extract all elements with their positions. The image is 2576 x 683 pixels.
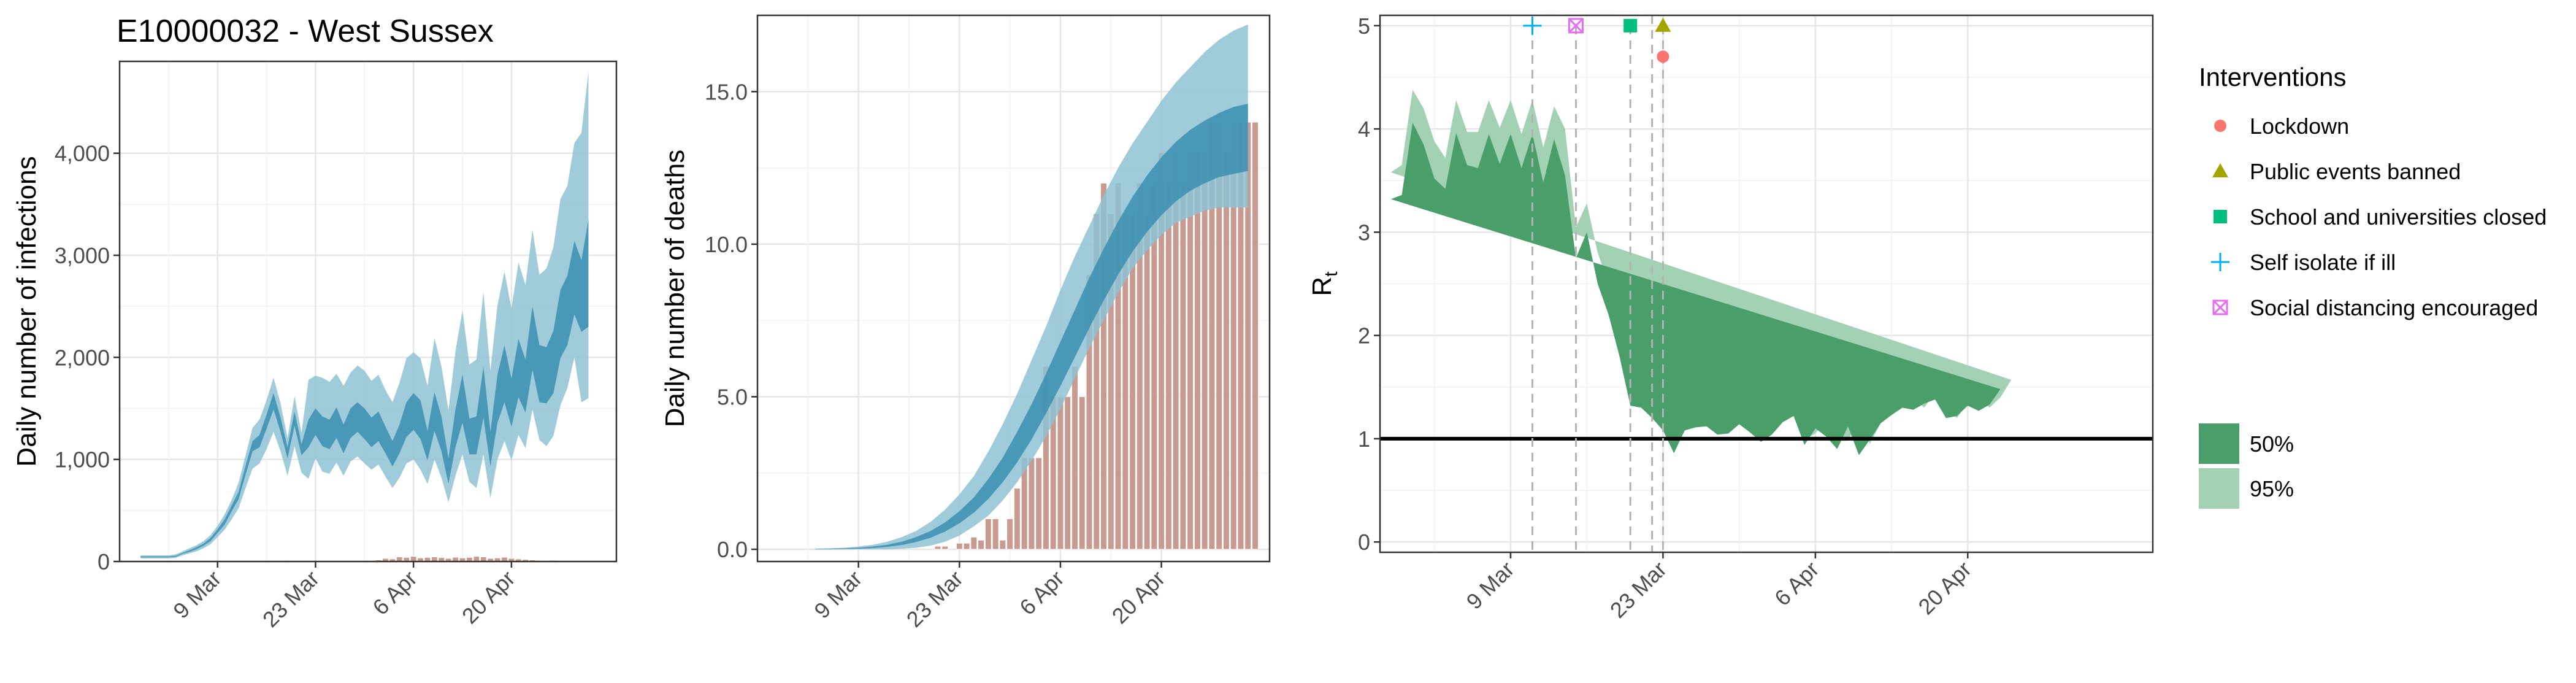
x-tick-label: 6 Apr <box>1014 566 1068 620</box>
y-tick-label: 0.0 <box>717 537 748 562</box>
x-tick-label: 20 Apr <box>1913 557 1976 620</box>
legend-label: Social distancing encouraged <box>2250 295 2538 320</box>
x-tick-label: 6 Apr <box>367 566 421 620</box>
x-tick-label: 23 Mar <box>258 566 324 632</box>
intervention-marker <box>1623 18 1638 33</box>
y-tick-label: 2,000 <box>55 345 110 370</box>
bar <box>999 539 1006 550</box>
legend-band-swatch <box>2199 423 2239 464</box>
x-tick-label: 9 Mar <box>168 566 226 623</box>
legend-title: Interventions <box>2199 63 2346 91</box>
legend-marker <box>2214 120 2226 132</box>
x-tick-label: 23 Mar <box>1605 557 1671 623</box>
bar <box>1078 396 1086 550</box>
bar <box>1028 457 1035 550</box>
y-tick-label: 0 <box>98 549 110 574</box>
legend-band-swatch <box>2199 468 2239 509</box>
x-tick-label: 9 Mar <box>809 566 867 623</box>
legend-marker <box>2212 299 2228 315</box>
intervention-marker <box>1655 17 1671 32</box>
bar <box>1100 182 1108 550</box>
bar <box>1064 396 1071 550</box>
deaths-panel: 0.0 5.0 10.0 15.0 9 Mar 23 Mar 6 Apr 20 Apr Dail… <box>660 14 1271 632</box>
x-tick-label: 9 Mar <box>1462 557 1519 614</box>
bar <box>941 546 949 550</box>
y-tick-label: 5 <box>1358 14 1370 39</box>
intervention-marker <box>1523 16 1542 35</box>
y-tick-label: 10.0 <box>705 232 748 257</box>
x-tick-label: 20 Apr <box>1107 566 1170 629</box>
bar <box>1201 152 1208 550</box>
legend-band-label: 50% <box>2250 431 2294 457</box>
legend-marker <box>2212 163 2228 177</box>
y-axis-label: Rt <box>1307 271 1341 296</box>
bar <box>984 518 992 550</box>
bar <box>1006 518 1014 550</box>
bar <box>1013 488 1021 550</box>
y-axis-label: Daily number of deaths <box>660 150 690 427</box>
x-tick-label: 23 Mar <box>902 566 968 632</box>
y-axis-label-subscript: t <box>1321 271 1341 277</box>
y-tick-label: 1,000 <box>55 447 110 473</box>
x-tick-label: 6 Apr <box>1769 557 1823 611</box>
bar <box>1035 457 1043 550</box>
bar <box>992 518 999 550</box>
legend-label: Self isolate if ill <box>2250 250 2396 275</box>
rt-panel: 0 1 2 3 4 5 9 Mar 23 Mar 6 Apr 20 Apr Rt <box>1307 14 2154 623</box>
y-tick-label: 4,000 <box>55 141 110 166</box>
intervention-marker <box>1657 50 1669 63</box>
legend-label: Lockdown <box>2250 114 2349 139</box>
panel-border <box>1379 14 2154 554</box>
y-tick-label: 3 <box>1358 220 1370 245</box>
bar <box>956 542 963 550</box>
infections-panel: 0 1,000 2,000 3,000 4,000 9 Mar 23 Mar 6 Apr 20 … <box>12 60 618 632</box>
figure-title: E10000032 - West Sussex <box>117 14 494 49</box>
ci50-band <box>815 104 1248 550</box>
bar <box>970 536 978 550</box>
y-tick-label: 4 <box>1358 117 1370 142</box>
y-tick-label: 15.0 <box>705 79 748 104</box>
panel-border <box>118 60 618 563</box>
bar <box>1057 396 1064 550</box>
bar <box>1165 182 1172 550</box>
interventions-legend: Interventions Lockdown Public events bann… <box>2199 63 2547 509</box>
y-axis-label: Daily number of infections <box>12 156 42 466</box>
ci50-band <box>140 219 589 558</box>
legend-marker <box>2211 253 2229 271</box>
legend-label: School and universities closed <box>2250 204 2547 230</box>
legend-label: Public events banned <box>2250 159 2461 184</box>
panel-border <box>756 14 1271 563</box>
bar <box>1071 366 1078 550</box>
ci95-band <box>815 24 1248 550</box>
legend-marker <box>2214 210 2227 223</box>
bar <box>1244 122 1252 550</box>
grid <box>120 61 616 563</box>
bar <box>963 542 970 550</box>
bar <box>934 546 941 550</box>
bar <box>1251 122 1259 550</box>
bar <box>978 539 985 550</box>
bar <box>1143 213 1151 550</box>
intervention-marker <box>1568 18 1584 34</box>
legend-band-label: 95% <box>2250 476 2294 501</box>
y-tick-label: 1 <box>1358 426 1370 452</box>
bar <box>1222 152 1230 550</box>
y-tick-label: 3,000 <box>55 243 110 268</box>
y-tick-label: 2 <box>1358 323 1370 349</box>
y-tick-label: 0 <box>1358 530 1370 555</box>
bars <box>934 122 1259 550</box>
rt-50-band <box>1390 123 2001 455</box>
y-tick-label: 5.0 <box>717 385 748 410</box>
bar <box>1179 182 1187 550</box>
x-tick-label: 20 Apr <box>457 566 520 629</box>
